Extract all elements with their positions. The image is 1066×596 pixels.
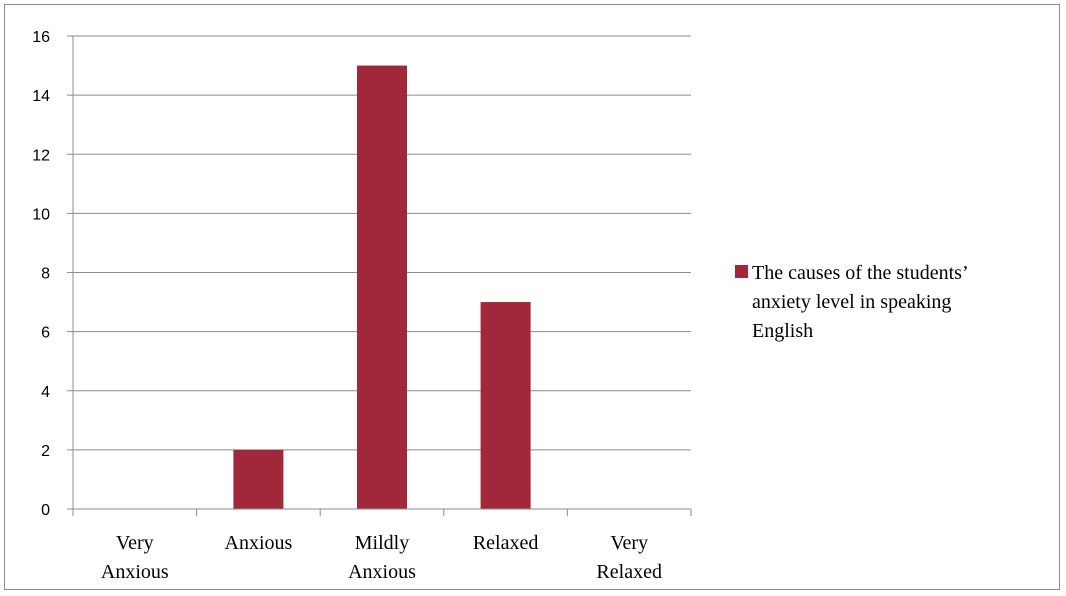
bar [480, 302, 531, 509]
legend-label: The causes of the students’ [752, 262, 969, 284]
y-tick-label: 4 [41, 384, 50, 401]
x-tick-label: Anxious [101, 561, 169, 583]
y-tick-label: 16 [32, 29, 50, 46]
legend: The causes of the students’ anxiety level… [735, 262, 969, 342]
x-tick-label: Mildly [355, 532, 409, 554]
x-tick-label: Relaxed [596, 561, 662, 583]
axes [67, 35, 692, 516]
y-tick-label: 14 [32, 88, 50, 105]
y-tick-label: 8 [41, 266, 50, 283]
y-tick-label: 6 [41, 325, 50, 342]
x-tick-label: Relaxed [473, 532, 539, 554]
x-tick-label: Anxious [348, 561, 416, 583]
bars [233, 65, 531, 509]
chart-frame [4, 4, 1060, 590]
bar [233, 449, 284, 509]
y-tick-label: 10 [32, 206, 50, 223]
y-tick-label: 2 [41, 443, 50, 460]
y-tick-label: 12 [32, 147, 50, 164]
x-axis-tick-labels: Very Anxious Anxious Mildly Anxious Relaxed Ve… [101, 532, 662, 583]
x-tick-label: Anxious [225, 532, 293, 554]
x-tick-label: Very [610, 532, 648, 554]
x-tick-label: Very [116, 532, 154, 554]
legend-label: English [752, 320, 813, 342]
legend-swatch [735, 265, 748, 278]
y-tick-label: 0 [41, 502, 50, 519]
y-axis-tick-labels: 0 2 4 6 8 10 12 14 16 [32, 29, 50, 519]
legend-label: anxiety level in speaking [752, 291, 951, 313]
bar [357, 65, 407, 509]
